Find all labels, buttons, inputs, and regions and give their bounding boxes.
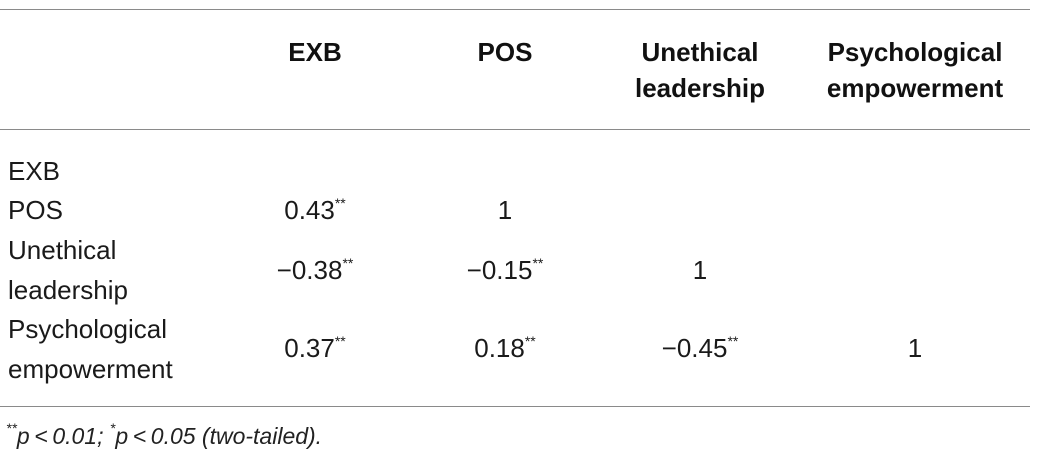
cell-pos-exb: 0.43**	[240, 190, 390, 234]
table-footnote: **p < 0.01; *p < 0.05 (two-tailed).	[6, 420, 322, 455]
row-label-psychological-empowerment-line1: Psychological	[8, 314, 167, 344]
cell-value: 1	[497, 195, 513, 225]
table-bottom-rule	[0, 406, 1030, 407]
cell-value: 0.18	[474, 333, 525, 363]
header-pos: POS	[477, 37, 533, 67]
significance-marker: **	[524, 333, 536, 349]
cell-value: 0.43	[284, 195, 335, 225]
cell-pos-pos: 1	[430, 190, 580, 230]
significance-marker: **	[334, 195, 346, 211]
significance-marker: **	[334, 333, 346, 349]
significance-marker: **	[532, 255, 544, 271]
header-exb: EXB	[288, 37, 342, 67]
row-label-psychological-empowerment: Psychological empowerment	[8, 309, 173, 389]
header-psychological-empowerment-line2: empowerment	[826, 73, 1004, 103]
header-unethical-leadership-line2: leadership	[634, 73, 766, 103]
header-unethical-leadership: Unethical leadership	[615, 34, 785, 106]
cell-psych-psych: 1	[840, 328, 990, 368]
footnote-text-2: p < 0.05 (two-tailed).	[115, 423, 323, 449]
cell-psych-exb: 0.37**	[240, 328, 390, 372]
row-label-unethical-leadership: Unethical leadership	[8, 230, 128, 310]
header-unethical-leadership-line1: Unethical	[641, 37, 759, 67]
header-psychological-empowerment-line1: Psychological	[827, 37, 1003, 67]
row-label-pos: POS	[8, 195, 63, 225]
cell-value: 0.37	[284, 333, 335, 363]
row-label-unethical-leadership-line2: leadership	[8, 275, 128, 305]
significance-marker: **	[727, 333, 739, 349]
table-top-rule	[0, 9, 1030, 10]
cell-unethical-exb: −0.38**	[240, 250, 390, 294]
cell-value: −0.45	[661, 333, 728, 363]
row-label-psychological-empowerment-line2: empowerment	[8, 354, 173, 384]
cell-psych-pos: 0.18**	[430, 328, 580, 372]
footnote-text-1: p < 0.01;	[16, 423, 110, 449]
table-header-rule	[0, 129, 1030, 130]
cell-psych-unethical: −0.45**	[620, 328, 780, 372]
cell-unethical-unethical: 1	[620, 250, 780, 290]
header-psychological-empowerment: Psychological empowerment	[800, 34, 1030, 106]
footnote-sig-double: **	[6, 420, 17, 436]
cell-unethical-pos: −0.15**	[430, 250, 580, 294]
cell-value: 1	[692, 255, 708, 285]
cell-value: −0.15	[466, 255, 533, 285]
row-label-exb: EXB	[8, 156, 61, 186]
cell-value: 1	[907, 333, 923, 363]
row-label-unethical-leadership-line1: Unethical	[8, 235, 117, 265]
footnote-sig-single: *	[109, 420, 116, 436]
cell-value: −0.38	[276, 255, 343, 285]
significance-marker: **	[342, 255, 354, 271]
